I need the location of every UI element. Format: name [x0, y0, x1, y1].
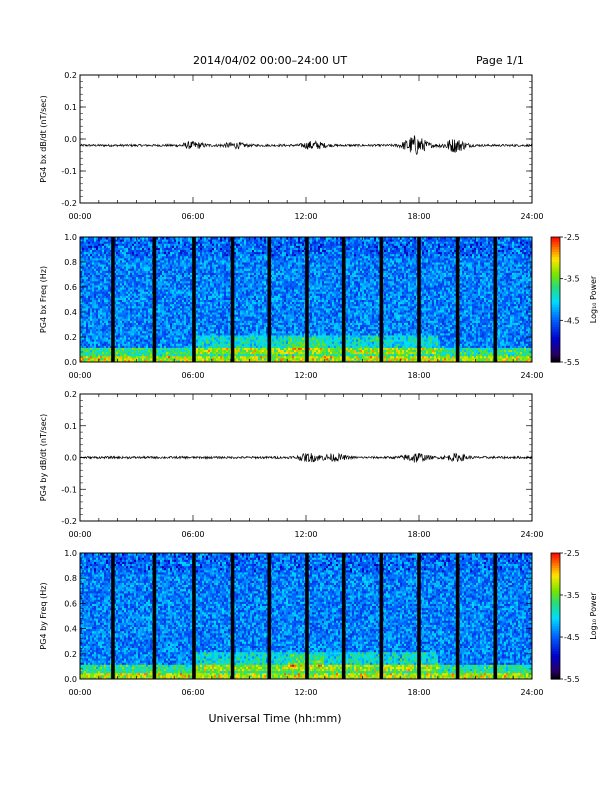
plot-frame: [80, 75, 532, 203]
trace-line: [80, 135, 532, 154]
x-tick-label: 18:00: [407, 212, 430, 221]
x-tick-label: 24:00: [520, 212, 543, 221]
y-axis-label: PG4 bx dB/dt (nT/sec): [39, 95, 48, 182]
x-tick-label: 06:00: [181, 212, 204, 221]
x-tick-label: 00:00: [68, 212, 91, 221]
y-tick-label: -0.1: [61, 167, 77, 176]
panel-1: 00:00 06:00 12:00 18:00 24:00 0.2 0.1 0.0 -0.1 -0…: [39, 71, 544, 221]
x-tick-label: 12:00: [294, 212, 317, 221]
y-tick-label: 0.1: [64, 103, 77, 112]
y-tick-label: 0.0: [64, 135, 77, 144]
y-tick-label: -0.2: [61, 199, 77, 208]
y-tick-label: 0.2: [64, 71, 77, 80]
